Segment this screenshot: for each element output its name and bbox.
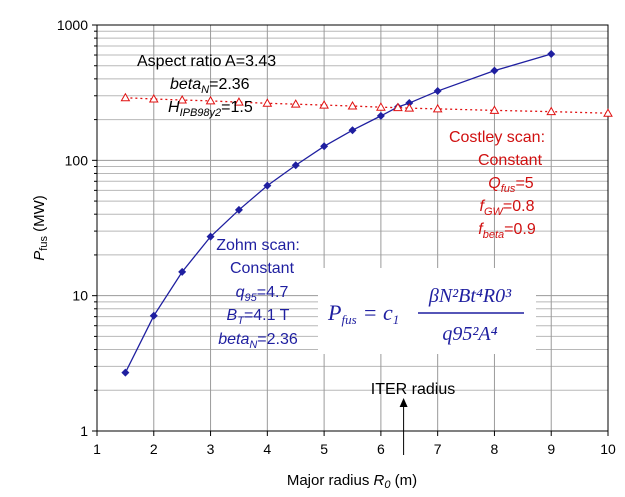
data-point-zohm bbox=[405, 99, 414, 108]
data-point-zohm bbox=[490, 66, 499, 75]
series-line-costley bbox=[125, 97, 609, 114]
data-point-costley bbox=[347, 101, 358, 110]
series-zohm bbox=[121, 50, 556, 377]
data-point-costley bbox=[319, 100, 329, 109]
h-factor-label: HIPB98y2=1.5 bbox=[168, 99, 253, 119]
x-tick-label: 9 bbox=[547, 441, 555, 457]
data-point-zohm bbox=[376, 111, 385, 120]
data-point-costley bbox=[393, 102, 403, 112]
beta-n-label: betaN=2.36 bbox=[170, 76, 250, 96]
data-point-zohm bbox=[178, 267, 187, 276]
x-tick-label: 5 bbox=[320, 441, 328, 457]
data-point-costley bbox=[120, 92, 131, 102]
y-tick-label: 100 bbox=[65, 152, 89, 168]
data-point-costley bbox=[489, 105, 500, 114]
grid-lines bbox=[97, 25, 608, 431]
costley-constant: Constant bbox=[478, 152, 543, 169]
data-point-zohm bbox=[263, 181, 272, 190]
data-point-costley bbox=[432, 103, 443, 113]
series-layer bbox=[120, 50, 613, 377]
costley-title: Costley scan: bbox=[449, 129, 545, 146]
costley-f-beta: fbeta=0.9 bbox=[478, 221, 536, 241]
costley-q-fus: Qfus=5 bbox=[488, 175, 533, 195]
data-point-zohm bbox=[149, 311, 158, 320]
zohm-bt: BT=4.1 T bbox=[227, 307, 290, 327]
series-costley bbox=[120, 92, 613, 117]
x-tick-label: 7 bbox=[434, 441, 442, 457]
zohm-q95: q95=4.7 bbox=[236, 284, 289, 304]
scaling-formula: Pfus = c1 βN²Bt⁴R0³ q95²A⁴ bbox=[318, 268, 536, 354]
data-point-zohm bbox=[433, 87, 442, 96]
aspect-ratio-label: Aspect ratio A=3.43 bbox=[137, 53, 276, 70]
data-point-zohm bbox=[320, 142, 329, 151]
iter-arrow-head bbox=[399, 398, 408, 407]
plot-frame bbox=[96, 24, 609, 432]
x-tick-label: 4 bbox=[263, 441, 271, 457]
data-point-zohm bbox=[547, 50, 556, 59]
data-point-costley bbox=[290, 99, 301, 108]
y-tick-label: 1000 bbox=[57, 17, 88, 33]
y-axis-ticks: 1 10 100 1000 bbox=[57, 17, 97, 439]
data-point-zohm bbox=[234, 205, 243, 214]
data-point-costley bbox=[148, 93, 159, 103]
formula-numerator: βN²Bt⁴R0³ bbox=[428, 285, 512, 307]
x-tick-label: 10 bbox=[600, 441, 616, 457]
formula-denominator: q95²A⁴ bbox=[442, 323, 497, 345]
iter-radius-label: ITER radius bbox=[371, 381, 455, 398]
x-tick-label: 8 bbox=[491, 441, 499, 457]
y-tick-label: 10 bbox=[72, 288, 88, 304]
zohm-beta-n: betaN=2.36 bbox=[218, 331, 298, 351]
data-point-zohm bbox=[121, 368, 130, 377]
data-point-zohm bbox=[291, 161, 300, 170]
costley-f-gw: fGW=0.8 bbox=[480, 198, 535, 218]
data-point-costley bbox=[205, 95, 216, 105]
zohm-title: Zohm scan: bbox=[216, 237, 300, 254]
data-point-costley bbox=[546, 106, 557, 116]
x-tick-label: 3 bbox=[207, 441, 215, 457]
zohm-constant: Constant bbox=[230, 260, 295, 277]
y-tick-label: 1 bbox=[80, 423, 88, 439]
formula-background bbox=[318, 268, 536, 354]
data-point-costley bbox=[603, 108, 613, 117]
x-axis-ticks: 1 2 3 4 5 6 7 8 9 10 bbox=[93, 431, 616, 457]
zohm-annotation: Zohm scan: Constant q95=4.7 BT=4.1 T bet… bbox=[216, 237, 300, 351]
x-axis-label: Major radius R0 (m) bbox=[287, 472, 417, 491]
iter-radius-marker: ITER radius bbox=[371, 381, 455, 455]
data-point-costley bbox=[177, 95, 188, 104]
data-point-costley bbox=[404, 103, 415, 112]
x-tick-label: 2 bbox=[150, 441, 158, 457]
x-tick-label: 6 bbox=[377, 441, 385, 457]
data-point-costley bbox=[376, 102, 386, 111]
x-tick-label: 1 bbox=[93, 441, 101, 457]
data-point-costley bbox=[234, 97, 244, 106]
data-point-costley bbox=[262, 98, 273, 107]
costley-annotation: Costley scan: Constant Qfus=5 fGW=0.8 fb… bbox=[449, 129, 545, 241]
y-axis-label: Pfus (MW) bbox=[31, 195, 50, 261]
data-point-zohm bbox=[348, 126, 357, 135]
global-parameters-annotation: Aspect ratio A=3.43 betaN=2.36 HIPB98y2=… bbox=[137, 53, 276, 119]
data-point-zohm bbox=[206, 232, 215, 241]
formula-lhs: Pfus = c1 bbox=[327, 300, 399, 327]
